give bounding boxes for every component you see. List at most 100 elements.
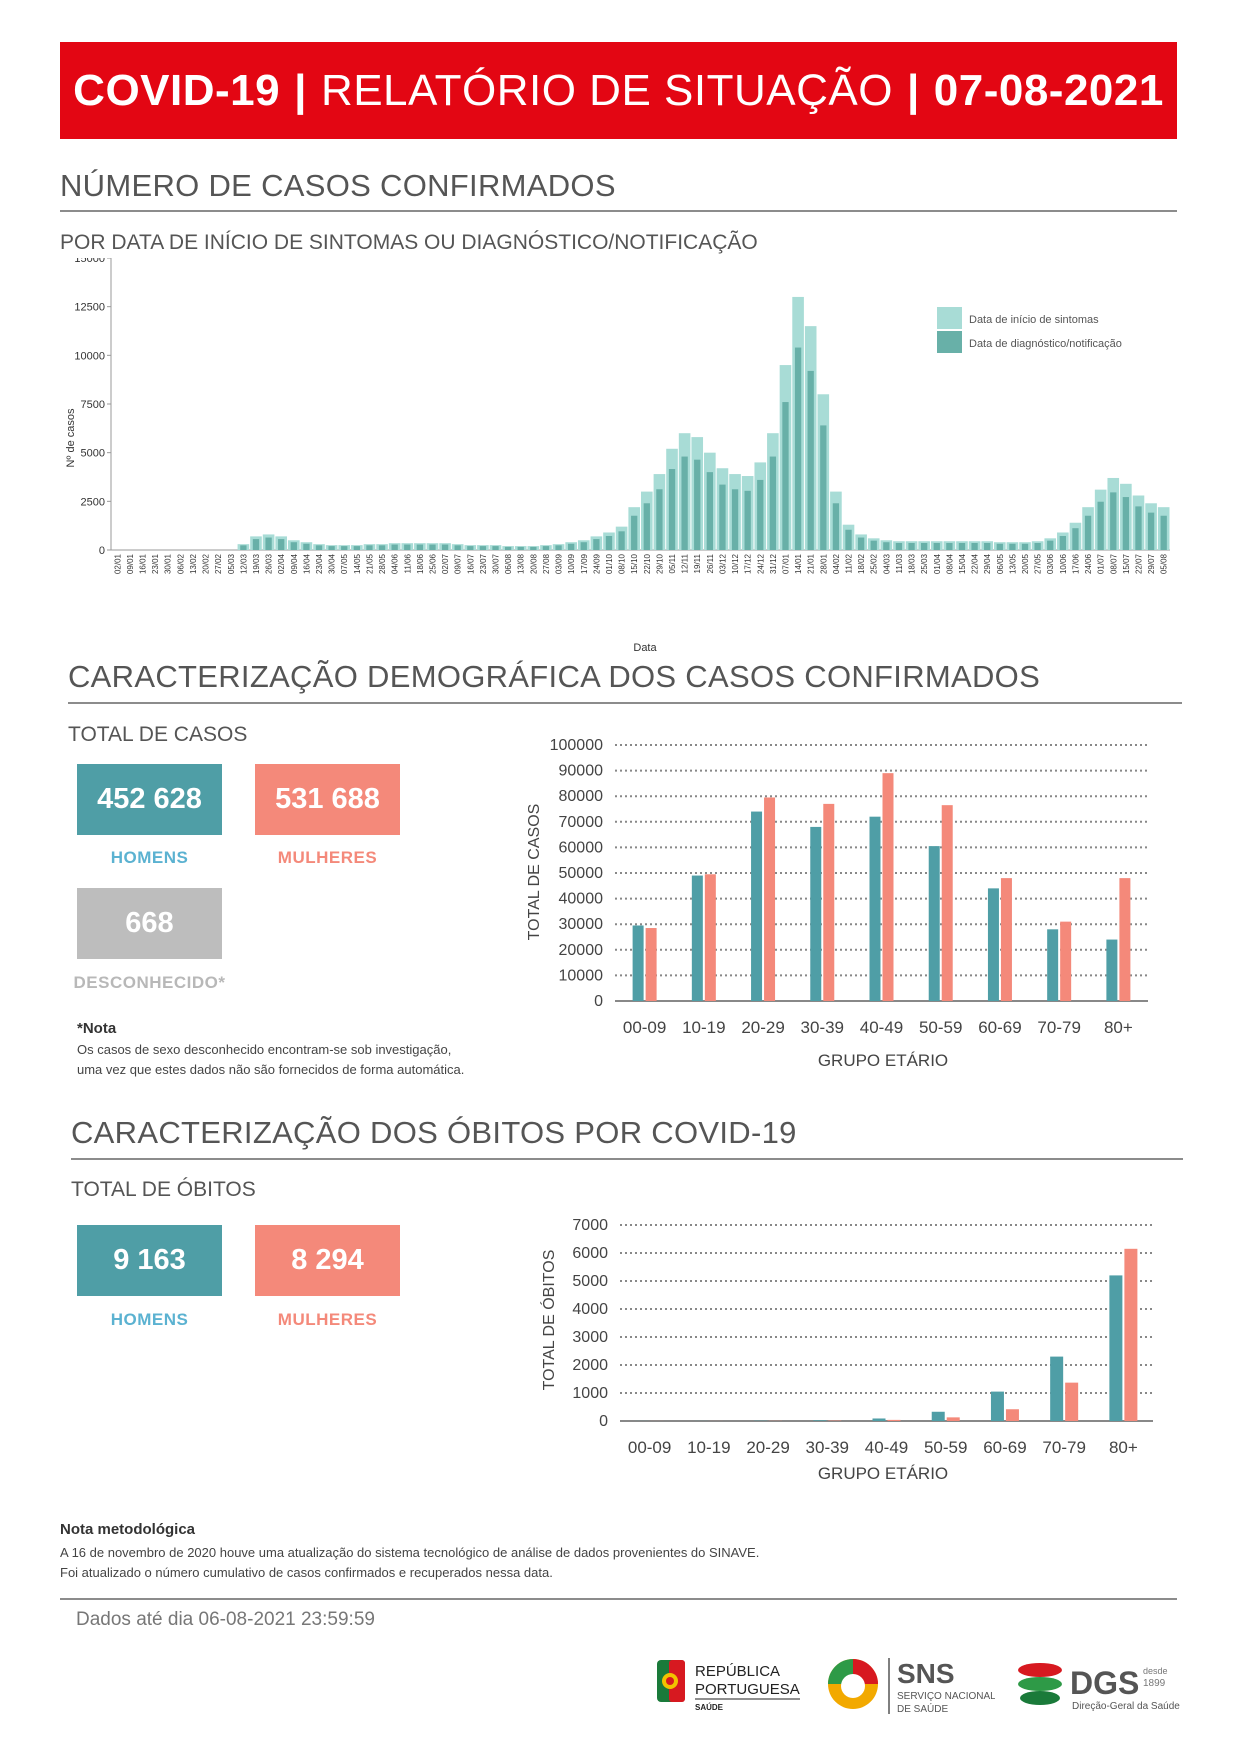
x-tick-label: 08/04 bbox=[945, 553, 954, 574]
sns-logo: SNS SERVIÇO NACIONAL DE SAÚDE bbox=[828, 1658, 995, 1715]
diagnosis-bar bbox=[240, 545, 247, 550]
diagnosis-bar bbox=[845, 529, 852, 550]
x-tick-label: 28/01 bbox=[819, 553, 828, 574]
x-tick-label: 01/04 bbox=[933, 553, 942, 574]
diagnosis-bar bbox=[857, 537, 865, 550]
legend-label-symptoms: Data de início de sintomas bbox=[969, 314, 1099, 326]
methodology-text: A 16 de novembro de 2020 houve uma atual… bbox=[60, 1543, 960, 1583]
x-tick-label: 30-39 bbox=[806, 1438, 849, 1457]
x-tick-label: 20/05 bbox=[1021, 553, 1030, 574]
diagnosis-bar bbox=[681, 456, 688, 550]
unknown-note-text: Os casos de sexo desconhecido encontram-… bbox=[77, 1040, 517, 1080]
women-deaths-value: 8 294 bbox=[291, 1244, 364, 1276]
y-tick-label: 2500 bbox=[81, 496, 105, 508]
diagnosis-bar bbox=[668, 469, 676, 550]
women-bar bbox=[1000, 878, 1012, 1001]
x-tick-label: 14/01 bbox=[794, 553, 803, 574]
x-tick-label: 15/07 bbox=[1122, 553, 1131, 574]
y-tick-label: 0 bbox=[594, 993, 603, 1010]
y-tick-label: 80000 bbox=[559, 788, 604, 805]
x-tick-label: 07/01 bbox=[781, 553, 790, 574]
dgs-emblem-icon bbox=[1018, 1663, 1062, 1705]
methodology-line: A 16 de novembro de 2020 houve uma atual… bbox=[60, 1545, 760, 1560]
diagnosis-bar bbox=[542, 546, 550, 550]
women-bar bbox=[704, 874, 716, 1001]
x-tick-label: 18/03 bbox=[908, 553, 917, 574]
legend-swatch-diagnosis bbox=[937, 331, 962, 353]
x-tick-label: 27/08 bbox=[542, 553, 551, 574]
diagnosis-bar bbox=[278, 539, 285, 550]
diagnosis-bar bbox=[694, 459, 701, 550]
diagnosis-bar bbox=[303, 543, 310, 550]
men-bar bbox=[931, 1411, 945, 1421]
unknown-cases-label: DESCONHECIDO* bbox=[73, 973, 226, 992]
y-tick-label: 30000 bbox=[559, 916, 604, 933]
diagnosis-bar bbox=[769, 456, 777, 550]
x-tick-label: 08/07 bbox=[1109, 553, 1118, 574]
x-tick-label: 26/11 bbox=[706, 553, 715, 573]
men-bar bbox=[1109, 1275, 1123, 1421]
x-tick-label: 13/02 bbox=[189, 553, 198, 574]
logo-text: 1899 bbox=[1143, 1678, 1166, 1689]
x-tick-label: 02/04 bbox=[277, 553, 286, 574]
women-cases-value: 531 688 bbox=[275, 783, 380, 815]
x-tick-label: 22/07 bbox=[1134, 553, 1143, 574]
men-cases-value: 452 628 bbox=[97, 783, 202, 815]
y-tick-label: 10000 bbox=[74, 350, 105, 362]
report-header: COVID-19 | RELATÓRIO DE SITUAÇÃO | 07-08… bbox=[60, 42, 1177, 139]
x-tick-label: 20-29 bbox=[746, 1438, 789, 1457]
logo-text: DGS bbox=[1070, 1665, 1139, 1701]
y-tick-label: 60000 bbox=[559, 839, 604, 856]
x-tick-label: 17/12 bbox=[744, 553, 753, 574]
men-cases-label: HOMENS bbox=[110, 848, 189, 867]
x-tick-label: 09/04 bbox=[290, 553, 299, 574]
unknown-cases-value: 668 bbox=[125, 907, 174, 939]
x-tick-label: 27/02 bbox=[214, 553, 223, 574]
x-tick-label: 26/03 bbox=[265, 553, 274, 574]
diagnosis-bar bbox=[643, 503, 650, 550]
x-tick-label: 00-09 bbox=[628, 1438, 671, 1457]
men-bar bbox=[691, 875, 703, 1001]
diagnosis-bar bbox=[744, 490, 751, 550]
dgs-logo: DGS desde 1899 Direção-Geral da Saúde bbox=[1018, 1663, 1180, 1712]
x-tick-label: 04/06 bbox=[391, 553, 400, 574]
footer-divider bbox=[60, 1598, 1177, 1600]
x-tick-label: 06/05 bbox=[996, 553, 1005, 574]
x-tick-label: 16/01 bbox=[139, 553, 148, 574]
x-tick-label: 19/03 bbox=[252, 553, 261, 574]
men-cases-box: 452 628 bbox=[77, 764, 222, 835]
x-tick-label: 21/05 bbox=[365, 553, 374, 574]
diagnosis-bar bbox=[921, 542, 928, 550]
diagnosis-bar bbox=[605, 535, 613, 550]
women-bar bbox=[946, 1417, 960, 1421]
methodology-line: Foi atualizado o número cumulativo de ca… bbox=[60, 1565, 553, 1580]
diagnosis-bar bbox=[1122, 497, 1130, 550]
y-tick-label: 40000 bbox=[559, 891, 604, 908]
women-bar bbox=[645, 928, 657, 1001]
x-tick-label: 10-19 bbox=[687, 1438, 730, 1457]
x-tick-label: 13/08 bbox=[517, 553, 526, 574]
men-bar bbox=[1047, 929, 1059, 1001]
diagnosis-bar bbox=[1047, 540, 1054, 550]
x-tick-label: 01/07 bbox=[1097, 553, 1106, 574]
y-tick-label: 0 bbox=[99, 545, 105, 557]
diagnosis-bar bbox=[467, 546, 474, 550]
women-bar bbox=[1124, 1248, 1138, 1421]
x-tick-label: 23/07 bbox=[479, 553, 488, 574]
x-tick-label: 19/11 bbox=[693, 553, 702, 573]
x-tick-label: 60-69 bbox=[983, 1438, 1026, 1457]
diagnosis-bar bbox=[530, 546, 537, 550]
x-tick-label: 05/11 bbox=[668, 553, 677, 573]
x-tick-label: 80+ bbox=[1109, 1438, 1138, 1457]
diagnosis-bar bbox=[984, 542, 991, 550]
x-tick-label: 20/02 bbox=[202, 553, 211, 574]
x-tick-label: 10-19 bbox=[682, 1018, 725, 1037]
deaths-by-age-chart: TOTAL DE ÓBITOS GRUPO ETÁRIO 0 1000 2000 30… bbox=[539, 1217, 1153, 1483]
diagnosis-bar bbox=[631, 515, 638, 550]
diagnosis-bar bbox=[353, 546, 360, 550]
logo-text: desde bbox=[1143, 1666, 1168, 1676]
y-tick-label: 7500 bbox=[81, 399, 105, 411]
header-separator: | bbox=[906, 65, 920, 115]
logo-text: REPÚBLICA bbox=[695, 1663, 780, 1680]
x-tick-label: 06/02 bbox=[176, 553, 185, 574]
